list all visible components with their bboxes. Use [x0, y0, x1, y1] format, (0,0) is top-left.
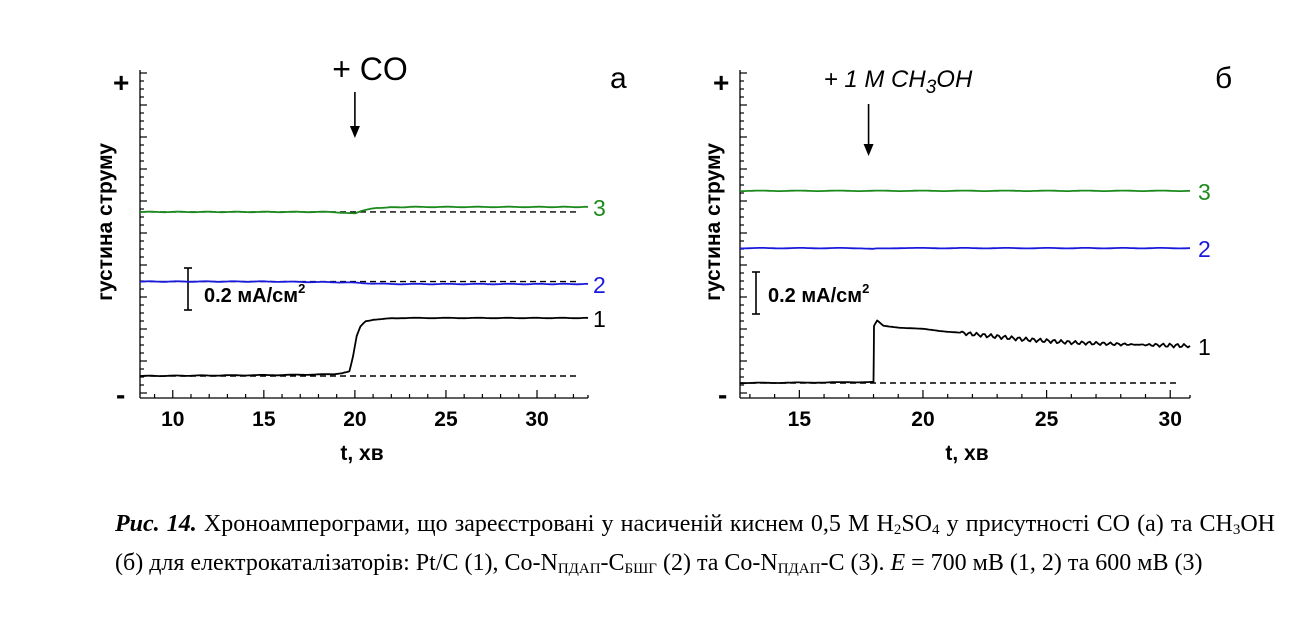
- series-2-line: [139, 280, 589, 286]
- x-tick-label: 30: [1159, 408, 1182, 431]
- caption-lead: Рис. 14.: [115, 511, 197, 537]
- annotation-subscript: 3: [926, 77, 937, 98]
- scale-bar-superscript: 2: [298, 281, 305, 296]
- annotation-arrow-head: [863, 144, 874, 156]
- caption-text-1: Хроноамперограми, що зареєстровані у нас…: [196, 511, 894, 537]
- chart-panel-a: 10 15 20 25 30 t, хв густина струму + - а + CO 0.2 …: [94, 51, 627, 465]
- series-1-label: 1: [1198, 334, 1211, 360]
- series-1-line: [139, 316, 589, 377]
- scale-bar-text: 0.2 мА/см: [768, 285, 862, 307]
- x-tick-label: 20: [911, 408, 934, 431]
- caption-text-2: SO: [901, 511, 932, 537]
- x-tick-label: 20: [343, 408, 366, 431]
- series-3-label: 3: [593, 195, 606, 221]
- caption-sub-5: БШГ: [624, 561, 657, 577]
- scale-bar-label: 0.2 мА/см2: [768, 281, 869, 307]
- panel-label: б: [1215, 62, 1232, 95]
- series-3-line: [740, 189, 1191, 192]
- caption-sub-2: 4: [932, 522, 940, 538]
- series-1-label: 1: [593, 306, 606, 332]
- x-tick-label: 10: [161, 408, 184, 431]
- y-minus-label: -: [718, 379, 727, 410]
- caption-text-4: ОН (б) для електрокаталізаторів: Pt/C (1…: [115, 511, 1275, 576]
- y-plus-label: +: [713, 67, 729, 98]
- x-tick-label: 15: [252, 408, 276, 431]
- x-axis-label: t, хв: [340, 442, 383, 465]
- y-plus-label: +: [113, 67, 129, 98]
- annotation-main: + 1 M CH: [824, 66, 927, 93]
- x-tick-label: 30: [525, 408, 548, 431]
- figure: 10 15 20 25 30 t, хв густина струму + - а + CO 0.2 …: [94, 51, 1232, 465]
- annotation-arrow-head: [349, 126, 360, 138]
- x-tick-label: 25: [434, 408, 458, 431]
- caption-text-7: -C (3).: [820, 550, 891, 576]
- figure-caption: Рис. 14. Хроноамперограми, що зареєстров…: [115, 508, 1275, 586]
- series-3-label: 3: [1198, 179, 1211, 205]
- series-3-line: [139, 205, 589, 215]
- scale-bar-label: 0.2 мА/см2: [204, 281, 305, 307]
- caption-sub-4: ПДАП: [557, 561, 601, 577]
- x-axis-label: t, хв: [945, 442, 988, 465]
- caption-text-3: у присутності СО (а) та СН: [939, 511, 1233, 537]
- caption-sub-3: 3: [1232, 522, 1241, 538]
- annotation-label: + CO: [332, 51, 408, 87]
- y-axis-label: густина струму: [94, 143, 117, 301]
- series-2-line: [740, 247, 1191, 250]
- series-1-line: [740, 319, 1191, 385]
- annotation-label: + 1 M CH3OH: [824, 66, 973, 98]
- caption-text-5: -C: [600, 550, 625, 576]
- annotation-tail: OH: [936, 66, 973, 93]
- x-tick-label: 25: [1035, 408, 1059, 431]
- scale-bar-text: 0.2 мА/см: [204, 285, 298, 307]
- caption-sub-6: ПДАП: [777, 561, 821, 577]
- caption-text-8: = 700 мВ (1, 2) та 600 мВ (3): [905, 550, 1203, 576]
- caption-e-symbol: E: [890, 550, 906, 576]
- y-minus-label: -: [116, 379, 125, 410]
- series-2-label: 2: [1198, 236, 1211, 262]
- caption-text-6: (2) та Co-N: [656, 550, 778, 576]
- panel-label: а: [610, 62, 627, 95]
- x-tick-label: 15: [788, 408, 812, 431]
- series-2-label: 2: [593, 272, 606, 298]
- caption-sub-1: 2: [893, 522, 902, 538]
- y-axis-label: густина струму: [702, 143, 725, 301]
- scale-bar-superscript: 2: [862, 281, 869, 296]
